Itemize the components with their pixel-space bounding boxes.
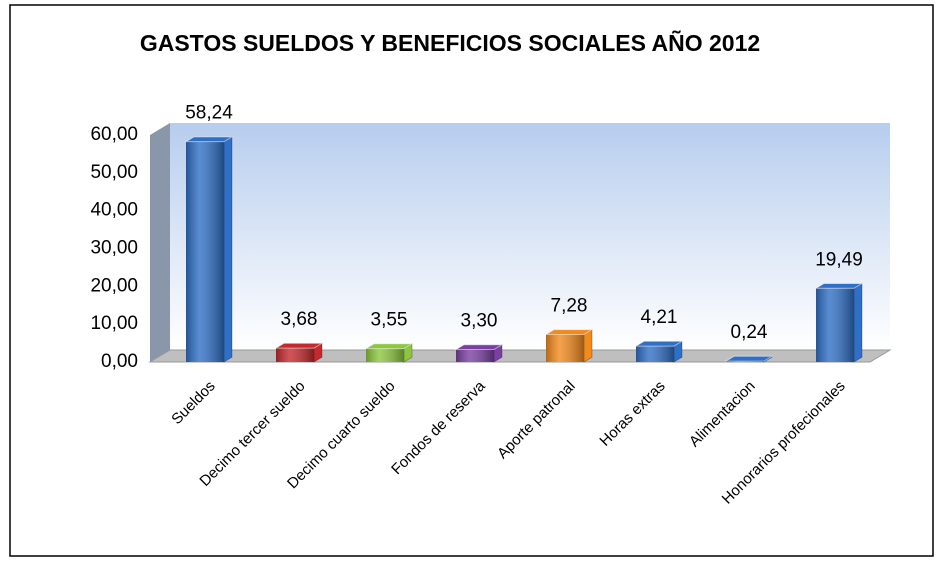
bar-shade (186, 141, 224, 362)
bar-shade (816, 288, 854, 362)
y-tick-label: 0,00 (101, 351, 138, 372)
value-label: 19,49 (815, 249, 863, 270)
bar-side (853, 282, 863, 363)
floor (148, 349, 892, 363)
value-label: 0,24 (731, 322, 768, 343)
back-wall (170, 123, 890, 350)
bar-top (634, 340, 684, 347)
bar-side (223, 135, 233, 363)
y-tick-label: 50,00 (90, 162, 138, 183)
value-label: 3,68 (281, 309, 318, 330)
bar-shade (456, 349, 494, 362)
y-tick-label: 30,00 (90, 238, 138, 259)
bar-top (724, 355, 774, 362)
bar-shade (276, 348, 314, 362)
bar-top (184, 136, 234, 143)
bar-top (544, 329, 594, 335)
bar-shade (366, 348, 404, 362)
y-tick-label: 20,00 (90, 275, 138, 296)
bar-side (583, 328, 593, 363)
bar-top (274, 342, 324, 349)
bar-shade (636, 346, 674, 362)
y-tick-label: 60,00 (90, 124, 138, 145)
side-wall (150, 123, 170, 362)
y-tick-label: 40,00 (90, 200, 138, 221)
value-label: 3,30 (461, 311, 498, 332)
value-label: 7,28 (551, 295, 588, 316)
chart-title: GASTOS SUELDOS Y BENEFICIOS SOCIALES AÑO… (140, 29, 760, 56)
value-label: 4,21 (641, 307, 678, 328)
value-label: 3,55 (371, 310, 408, 331)
bar-top (364, 343, 414, 350)
y-tick-label: 10,00 (90, 313, 138, 334)
bar-shade (546, 334, 584, 362)
value-label: 58,24 (185, 103, 233, 124)
bar-top (814, 282, 864, 289)
bar-top (454, 344, 504, 351)
